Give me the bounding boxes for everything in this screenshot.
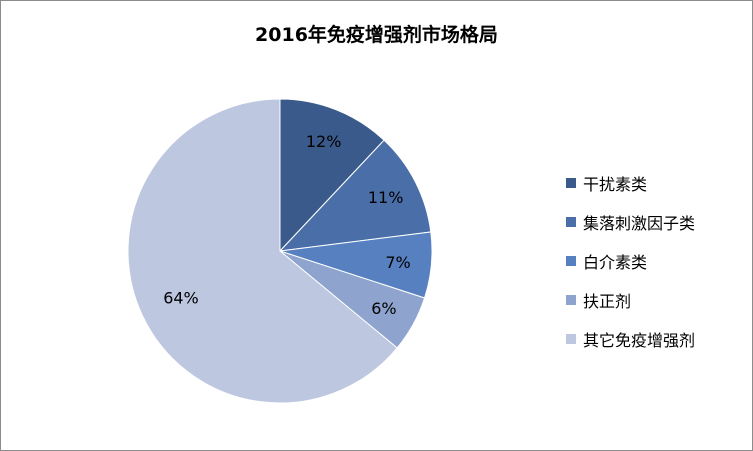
pie-value-labels: 12% 11% 7% 6% 64% — [163, 132, 411, 318]
pie-value-label-1: 11% — [368, 188, 404, 207]
chart-title: 2016年免疫增强剂市场格局 — [255, 24, 498, 46]
pie-value-label-4: 64% — [163, 289, 199, 308]
legend-swatch — [566, 333, 576, 344]
pie-slices — [127, 98, 433, 404]
pie-value-label-0: 12% — [306, 132, 342, 151]
legend: 干扰素类集落刺激因子类 白介素类扶正剂其它免疫增强剂 — [566, 163, 695, 358]
legend-label: 集落刺激因子类 — [583, 213, 696, 233]
legend-label: 扶正剂 — [583, 291, 632, 311]
legend-label: 干扰素类 — [583, 174, 648, 194]
legend-item-3: 扶正剂 — [566, 280, 695, 319]
legend-item-0: 干扰素类 — [566, 163, 695, 202]
pie-slice-1 — [278, 139, 432, 252]
legend-swatch — [566, 255, 576, 266]
pie-value-label-3: 6% — [371, 299, 396, 318]
legend-label: 其它免疫增强剂 — [583, 330, 696, 350]
legend-label: 白介素类 — [583, 252, 648, 272]
pie-slice-0 — [279, 98, 385, 253]
pie-slice-4 — [127, 98, 398, 404]
legend-swatch — [566, 177, 576, 188]
legend-item-1: 集落刺激因子类 — [566, 202, 695, 241]
legend-item-4: 其它免疫增强剂 — [566, 319, 695, 358]
legend-swatch — [566, 294, 576, 305]
legend-swatch — [566, 216, 576, 227]
pie-value-label-2: 7% — [385, 253, 410, 272]
legend-item-2: 白介素类 — [566, 241, 695, 280]
